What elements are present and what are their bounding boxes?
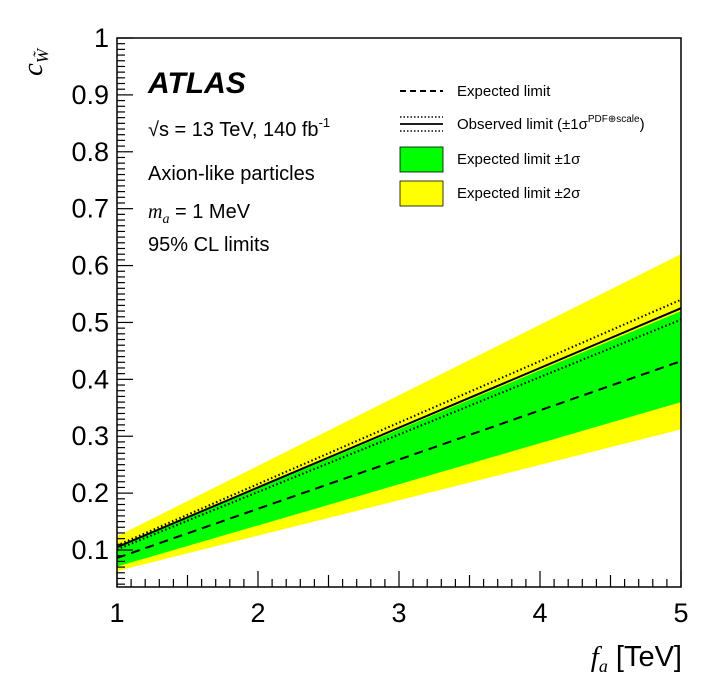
legend-band1-label: Expected limit ±1σ [457,151,581,168]
y-tick-label: 0.5 [71,307,109,337]
observed-limit-line [117,307,681,549]
energy-lumi-label: √s = 13 TeV, 140 fb-1 [148,115,330,141]
x-tick-label: 2 [250,598,265,628]
mass-label: ma = 1 MeV [148,201,251,227]
x-tick-label: 3 [391,598,406,628]
process-label: Axion-like particles [148,163,315,185]
legend-band1-swatch [399,146,444,173]
y-tick-label: 0.8 [71,137,109,167]
y-tick-label: 0.7 [71,194,109,224]
y-tick-label: 0.6 [71,251,109,281]
expected-limit-line [117,360,681,559]
legend-observed-label: Observed limit (±1σPDF⊕scale) [457,114,645,133]
band-1sigma [117,311,681,567]
cl-label: 95% CL limits [148,234,270,256]
y-tick-label: 0.9 [71,80,109,110]
y-tick-label: 0.4 [71,364,109,394]
observed-limit-down-line [117,318,681,551]
y-tick-label: 0.2 [71,478,109,508]
y-tick-label: 1 [94,23,109,53]
x-axis-title: fa [TeV] [591,641,682,676]
y-axis-title: cW̃ [17,47,52,76]
x-axis-ticks: 1 2 3 4 5 [109,571,689,628]
legend-expected-label: Expected limit [457,83,551,100]
legend: Expected limit Observed limit (±1σPDF⊕sc… [399,83,645,207]
x-tick-label: 1 [109,598,124,628]
legend-band2-swatch [399,180,444,207]
observed-limit-up-line [117,298,681,547]
legend-band2-label: Expected limit ±2σ [457,185,581,202]
x-tick-label: 5 [673,598,688,628]
y-axis-ticks: 0.1 0.2 0.3 0.4 0.5 0.6 0.7 0.8 0.9 1 [71,23,133,585]
y-tick-label: 0.1 [71,535,109,565]
x-tick-label: 4 [532,598,547,628]
y-tick-label: 0.3 [71,421,109,451]
experiment-label: ATLAS [147,67,246,100]
plot-area [117,254,681,572]
